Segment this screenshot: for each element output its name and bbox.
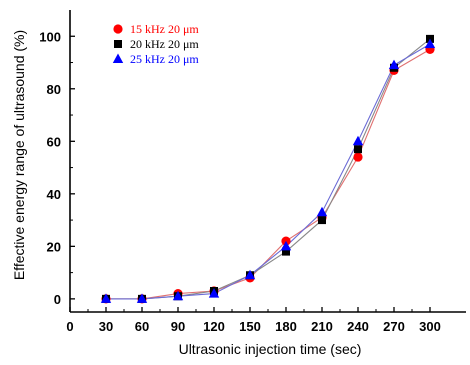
- data-point-series-3: [100, 293, 112, 303]
- data-point-series-3: [208, 288, 220, 298]
- series-line-1: [106, 48, 431, 300]
- x-tick-label: 0: [66, 319, 73, 334]
- data-point-series-2: [354, 145, 362, 154]
- data-point-series-3: [136, 293, 148, 303]
- data-point-series-2: [282, 247, 290, 256]
- x-tick-label: 60: [135, 319, 149, 334]
- data-point-series-3: [280, 240, 292, 251]
- y-tick-label: 100: [39, 29, 61, 44]
- x-tick-label: 300: [419, 319, 441, 334]
- x-tick-label: 180: [275, 319, 297, 334]
- y-tick-label: 20: [47, 239, 61, 254]
- legend-marker-1: [113, 24, 123, 34]
- data-point-series-3: [172, 290, 184, 301]
- legend-marker-3: [112, 53, 124, 63]
- legend-label-1: 15 kHz 20 μm: [130, 22, 199, 36]
- axes: 0 30 60 90 120 150 180 210 240 270 300 0 20 40 60 80 100: [39, 10, 466, 334]
- x-tick-label: 30: [99, 319, 113, 334]
- y-tick-label: 60: [47, 134, 61, 149]
- series-markers: [100, 34, 436, 304]
- x-tick-label: 270: [383, 319, 405, 334]
- legend-label-3: 25 kHz 20 μm: [130, 52, 199, 66]
- legend-marker-2: [114, 40, 122, 48]
- data-point-series-3: [316, 206, 328, 217]
- data-point-series-3: [388, 59, 400, 70]
- y-tick-label: 80: [47, 82, 61, 97]
- series-line-3: [106, 43, 431, 300]
- x-axis-title: Ultrasonic injection time (sec): [179, 341, 362, 357]
- y-tick-label: 0: [54, 292, 61, 307]
- x-tick-label: 150: [239, 319, 261, 334]
- series-lines: [106, 38, 431, 300]
- x-tick-label: 90: [171, 319, 185, 334]
- data-point-series-3: [244, 269, 256, 280]
- legend-label-2: 20 kHz 20 μm: [130, 37, 199, 51]
- data-point-series-3: [424, 38, 436, 49]
- x-tick-label: 240: [347, 319, 369, 334]
- data-point-series-3: [352, 135, 364, 146]
- y-axis-title: Effective energy range of ultrasound (%): [11, 30, 27, 280]
- x-tick-label: 120: [203, 319, 225, 334]
- data-point-series-2: [318, 216, 326, 225]
- data-point-series-1: [353, 152, 363, 162]
- y-tick-label: 40: [47, 187, 61, 202]
- x-tick-label: 210: [311, 319, 333, 334]
